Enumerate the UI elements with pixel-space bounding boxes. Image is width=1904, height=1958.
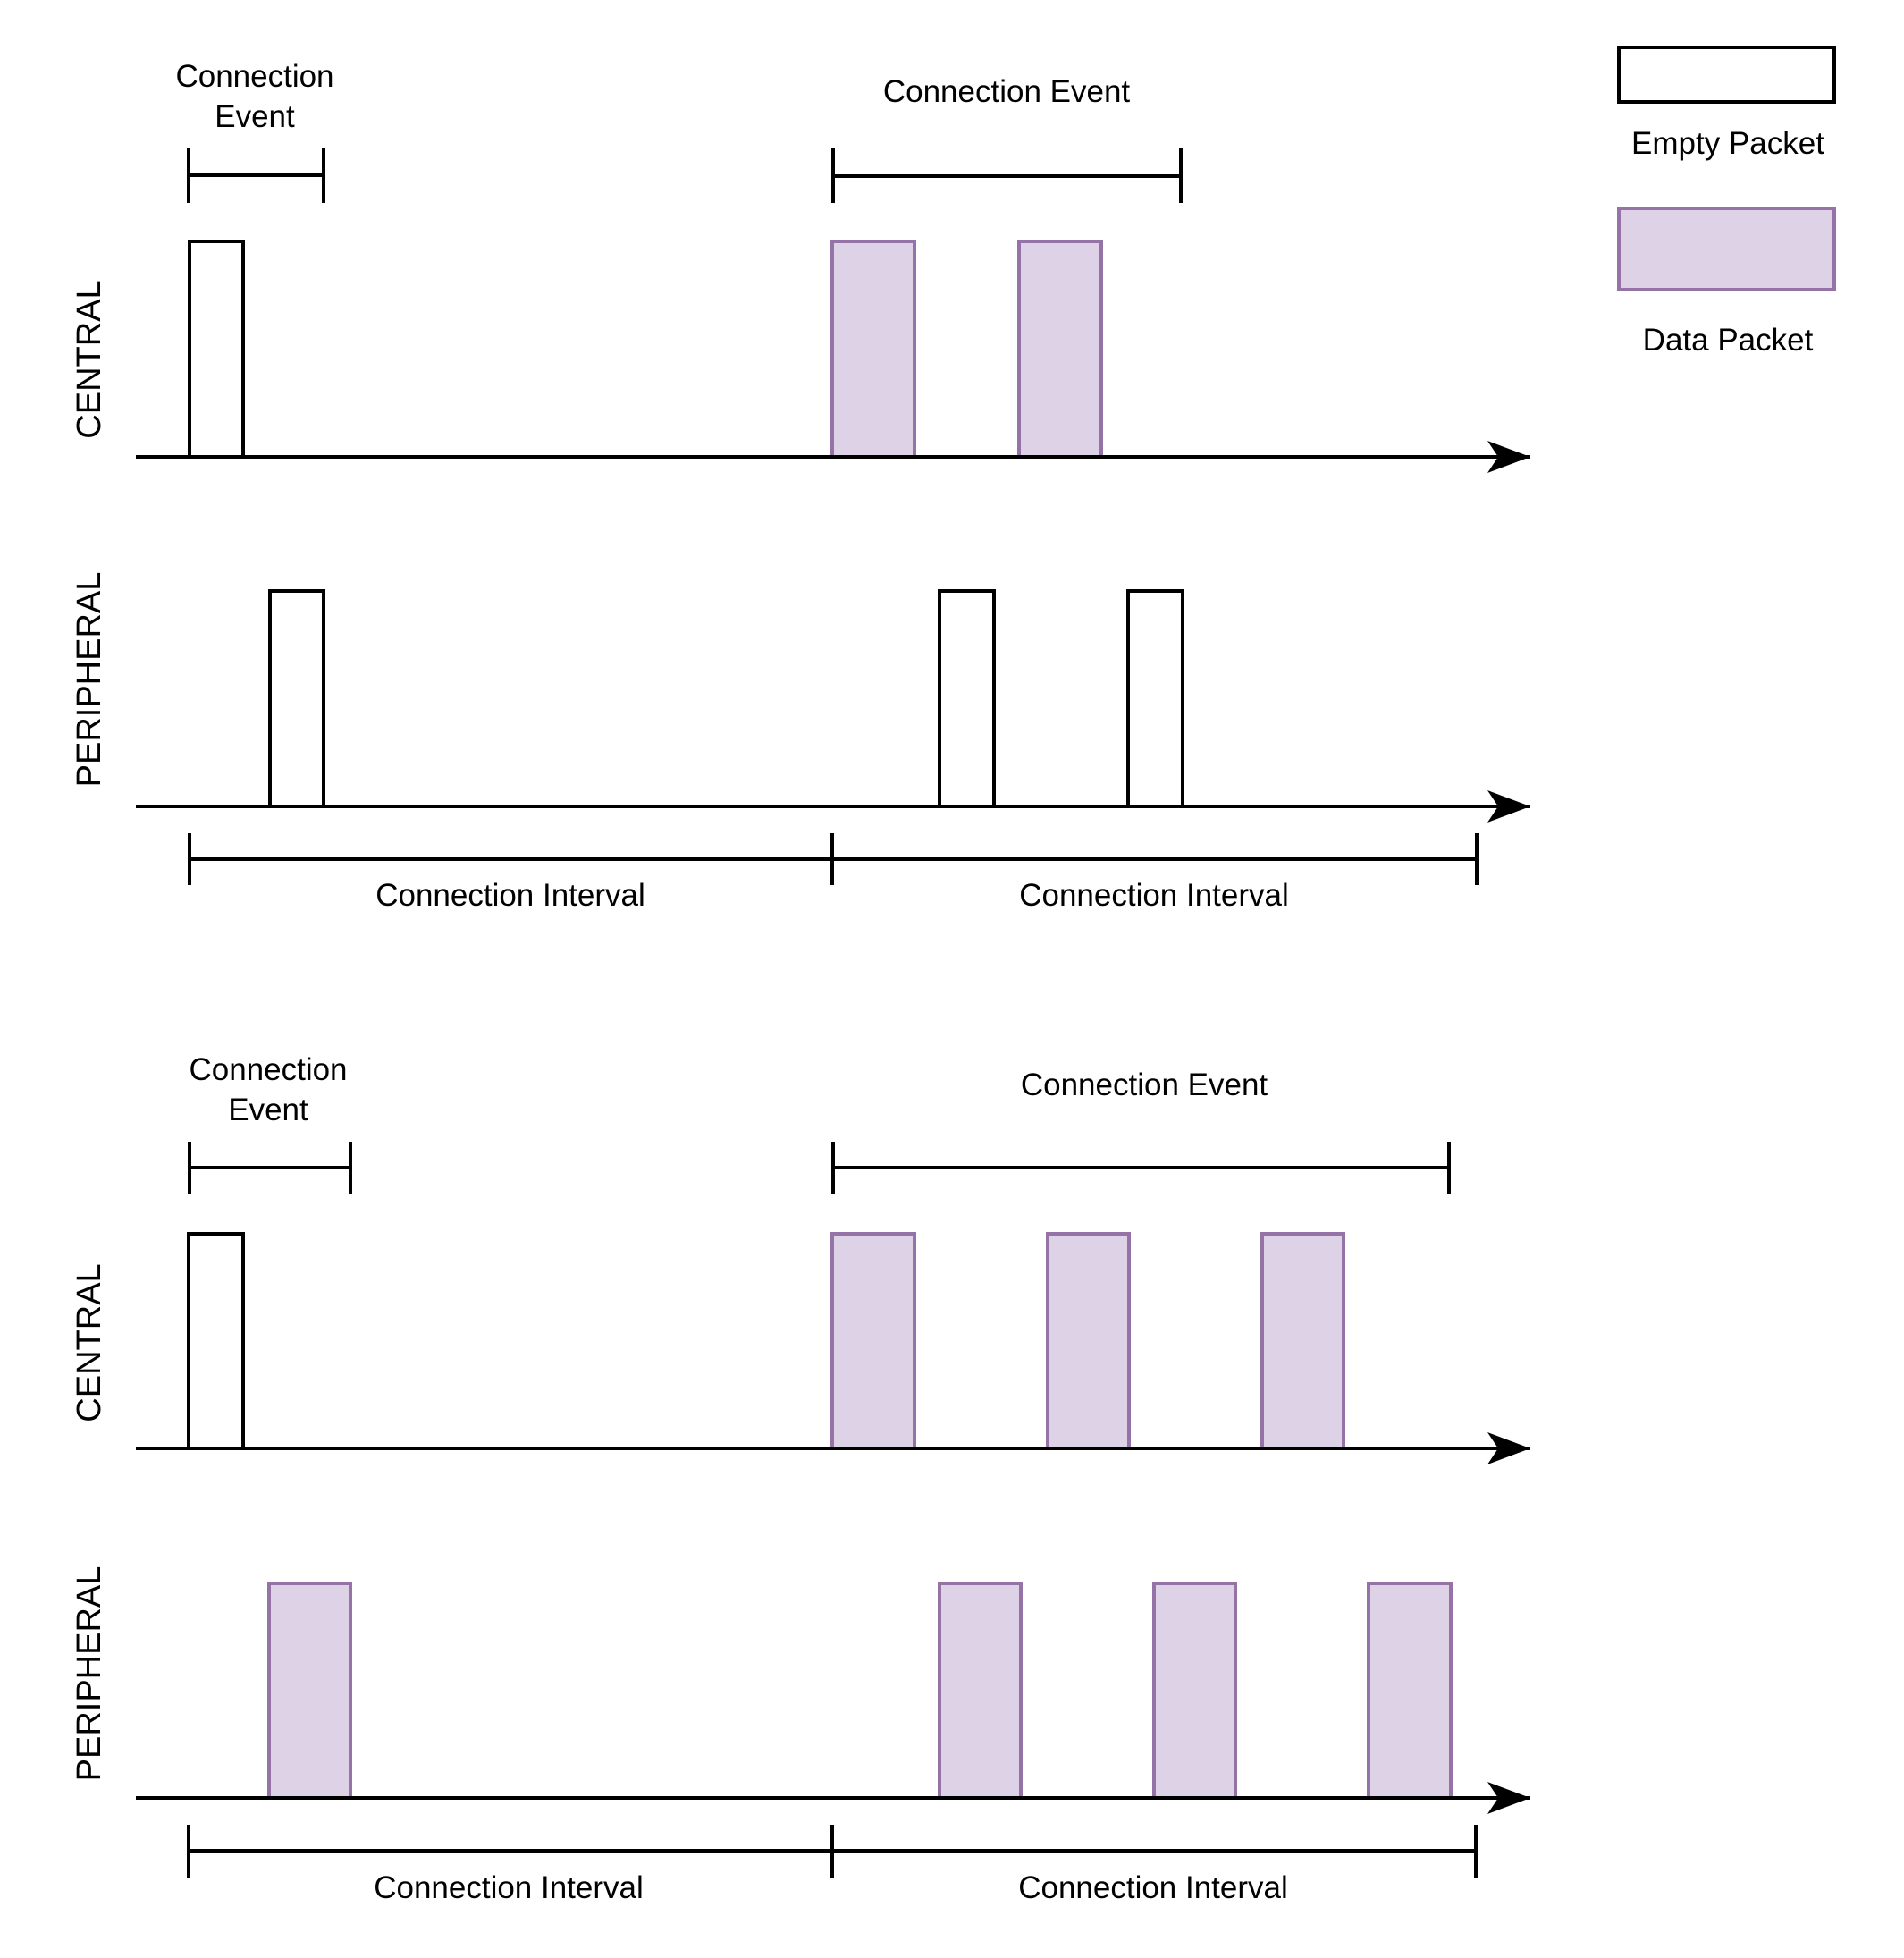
diagram-2-central-packets [187, 1232, 1345, 1450]
connection-event-bracket [188, 1142, 352, 1194]
diagram-1: Connection Event Connection Event CENTRA… [71, 59, 1530, 913]
connection-interval-bracket [830, 833, 1479, 885]
connection-interval-label: Connection Interval [1019, 878, 1289, 913]
connection-event-label: Connection Event [1021, 1068, 1268, 1102]
data-packet [1260, 1232, 1345, 1450]
diagram-1-central-packets [188, 240, 1103, 459]
peripheral-label: PERIPHERAL [71, 1566, 108, 1782]
data-packet [1152, 1582, 1237, 1800]
connection-event-label: Connection Event [883, 74, 1131, 109]
connection-event-label: Connection [189, 1052, 347, 1087]
data-packet [1046, 1232, 1131, 1450]
connection-event-label: Connection [175, 59, 333, 94]
legend-empty-packet-swatch [1617, 46, 1836, 104]
connection-interval-label: Connection Interval [375, 878, 645, 913]
central-label: CENTRAL [71, 1263, 108, 1422]
connection-event-bracket [831, 1142, 1451, 1194]
data-packet [1017, 240, 1103, 459]
peripheral-label: PERIPHERAL [71, 572, 108, 788]
empty-packet [938, 589, 996, 808]
diagram-2: Connection Event Connection Event CENTRA… [71, 1052, 1530, 1905]
empty-packet [268, 589, 325, 808]
legend-empty-packet-label: Empty Packet [1631, 126, 1824, 161]
empty-packet [188, 240, 245, 459]
connection-event-bracket [831, 148, 1183, 203]
connection-event-bracket [187, 148, 325, 203]
connection-interval-label: Connection Interval [374, 1870, 644, 1905]
data-packet [1367, 1582, 1453, 1800]
diagram-1-peripheral-packets [268, 589, 1184, 808]
data-packet [267, 1582, 352, 1800]
empty-packet [187, 1232, 245, 1450]
data-packet [830, 240, 916, 459]
data-packet [830, 1232, 916, 1450]
legend-data-packet-swatch [1617, 207, 1836, 291]
connection-event-label: Event [215, 99, 295, 134]
connection-interval-bracket [830, 1825, 1478, 1878]
legend: Empty Packet Data Packet [1617, 46, 1836, 358]
central-label: CENTRAL [71, 280, 108, 438]
empty-packet [1126, 589, 1184, 808]
diagram-2-peripheral-packets [267, 1582, 1453, 1800]
legend-data-packet-label: Data Packet [1643, 323, 1814, 358]
data-packet [938, 1582, 1023, 1800]
connection-event-label: Event [228, 1093, 308, 1127]
connection-interval-label: Connection Interval [1018, 1870, 1288, 1905]
